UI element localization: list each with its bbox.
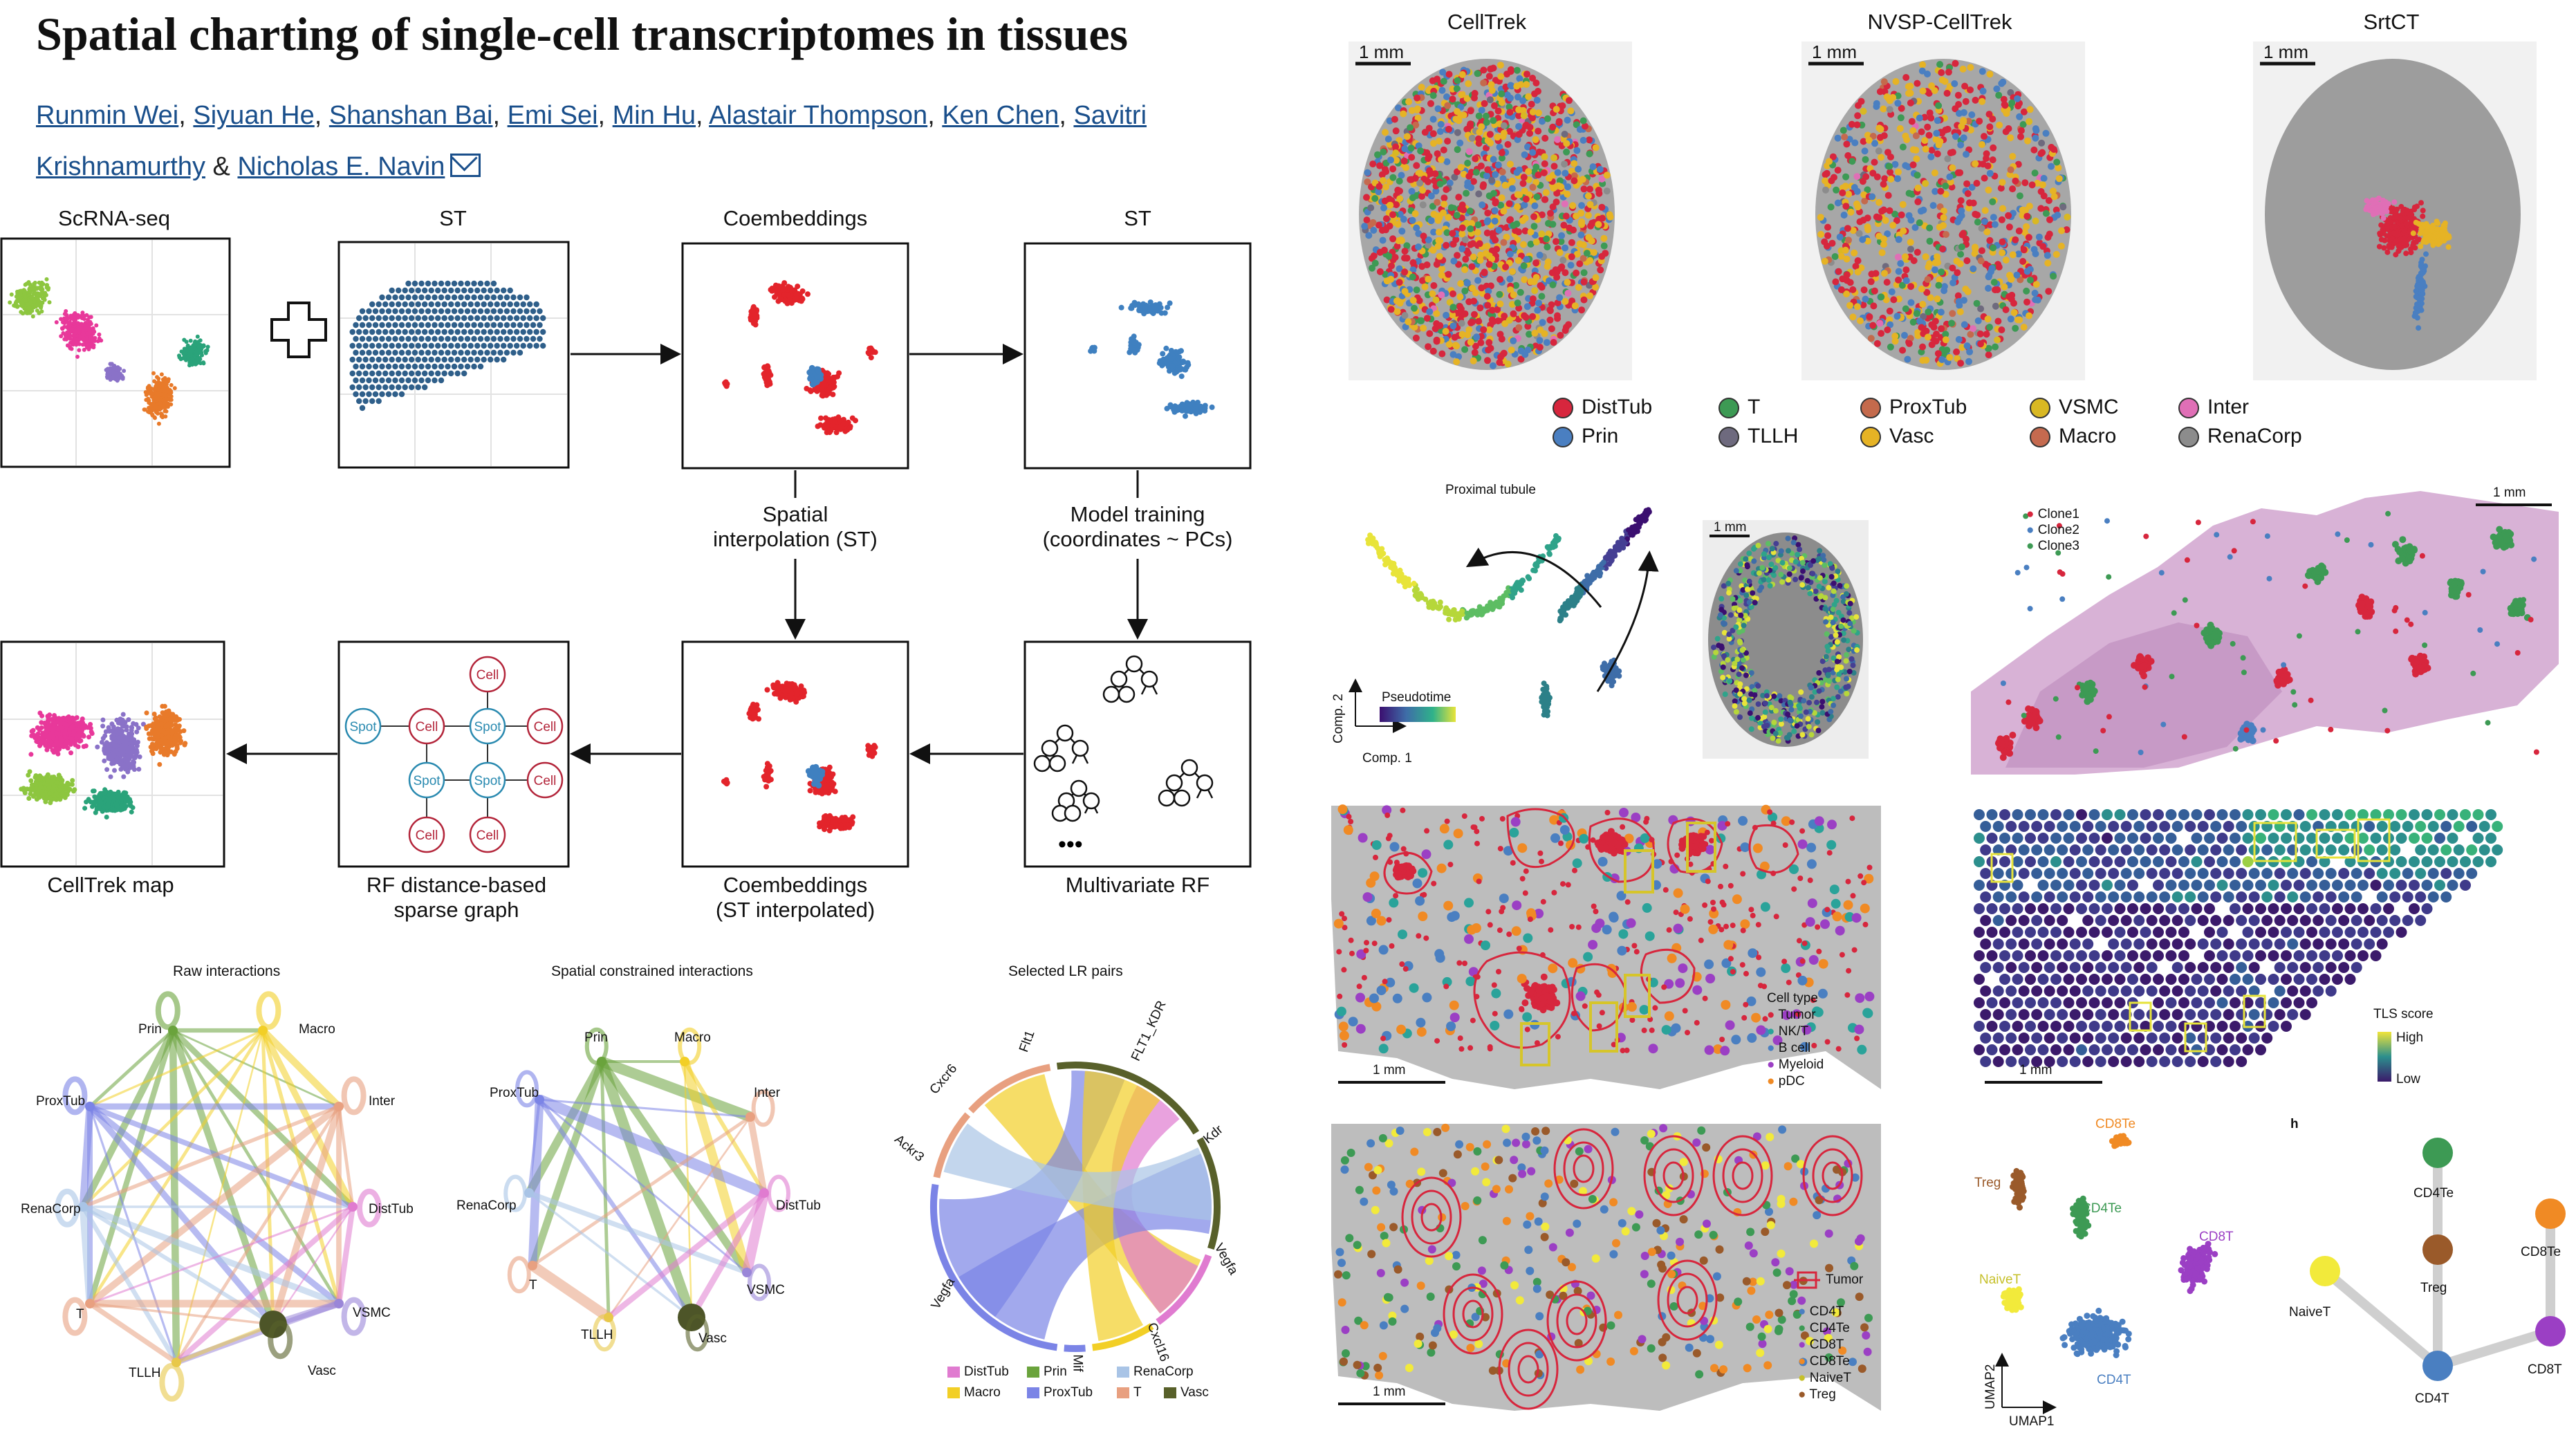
network-node-label: Prin	[138, 1022, 162, 1037]
lr-legend-item: RenaCorp	[1117, 1364, 1194, 1380]
svg-text:Spot: Spot	[349, 720, 377, 734]
node-vsmc	[334, 1299, 344, 1308]
node-proxtub	[85, 1102, 95, 1111]
panel-nvsp: NVSP-CellTrek	[1867, 10, 2012, 34]
network-node-label: ProxTub	[490, 1086, 539, 1100]
method-legend-item: TLLH	[1718, 425, 1798, 448]
author-link[interactable]: Emi Sei	[507, 101, 598, 130]
panel-srtct: SrtCT	[2363, 10, 2420, 34]
network-node-label: ProxTub	[36, 1094, 86, 1109]
network-node-label: Inter	[369, 1094, 396, 1109]
label-st2: ST	[1124, 206, 1151, 230]
network-node-label: RenaCorp	[21, 1202, 81, 1216]
network-node-label: DistTub	[776, 1198, 821, 1213]
author-link[interactable]: Savitri Krishnamurthy	[36, 101, 1147, 181]
network-node-label: TLLH	[129, 1366, 161, 1380]
lr-legend-item: Vasc	[1164, 1385, 1209, 1400]
author-link[interactable]: Alastair Thompson	[709, 101, 928, 130]
lr-label: Mif	[1070, 1354, 1085, 1372]
svg-text:Spot: Spot	[474, 720, 501, 734]
method-legend-item: Macro	[2030, 425, 2116, 448]
network-node-label: T	[76, 1307, 84, 1322]
svg-text:Cell: Cell	[476, 828, 499, 843]
network-node-label: VSMC	[747, 1283, 785, 1297]
label-coembed: Coembeddings	[723, 206, 868, 230]
lr-legend-item: ProxTub	[1027, 1385, 1093, 1400]
author-link[interactable]: Nicholas E. Navin	[237, 152, 445, 181]
label-spatial-interp: Spatial interpolation (ST)	[713, 502, 878, 551]
label-model-training: Model training (coordinates ~ PCs)	[1042, 502, 1233, 551]
author-link[interactable]: Siyuan He	[193, 101, 315, 130]
label-coembed-interp: Coembeddings (ST interpolated)	[715, 873, 875, 922]
mail-icon[interactable]	[450, 154, 481, 177]
node-renacorp	[78, 1202, 88, 1212]
svg-text:Cell: Cell	[476, 668, 499, 683]
tcell-legend: ● CD4T ● CD4Te ● CD8T ● CD8Te ● NaiveT ●…	[1798, 1304, 1851, 1402]
method-legend-item: T	[1718, 396, 1760, 419]
label-celltrek-map: CellTrek map	[47, 873, 174, 897]
method-legend-item: RenaCorp	[2178, 425, 2302, 448]
workflow-diagram: Spot Cell Cell Spot Cell Spot Spot Cell …	[0, 237, 1252, 868]
node-inter	[334, 1102, 344, 1111]
label-st: ST	[439, 206, 467, 230]
network-node-label: Inter	[754, 1086, 781, 1100]
network-node-label: Macro	[674, 1030, 711, 1045]
network-plots	[55, 991, 1221, 1402]
panel-celltrek: CellTrek	[1447, 10, 1527, 34]
right-figure	[1331, 41, 2566, 1414]
svg-text:Spot: Spot	[413, 774, 441, 788]
network-node-label: TLLH	[581, 1328, 613, 1342]
method-legend-item: Prin	[1553, 425, 1618, 448]
network-node-label: T	[529, 1278, 537, 1293]
method-legend-item: ProxTub	[1860, 396, 1967, 419]
network-node-label: Vasc	[308, 1364, 336, 1378]
label-scrna: ScRNA-seq	[58, 206, 170, 230]
lr-legend-item: T	[1117, 1385, 1142, 1400]
svg-text:Cell: Cell	[534, 720, 557, 734]
svg-text:Cell: Cell	[416, 720, 438, 734]
label-rf-graph: RF distance-based sparse graph	[366, 873, 547, 922]
svg-text:Cell: Cell	[534, 774, 557, 788]
network-node-label: Macro	[299, 1022, 335, 1037]
author-link[interactable]: Shanshan Bai	[328, 101, 493, 130]
svg-text:Cell: Cell	[416, 828, 438, 843]
lr-legend-item: Prin	[1027, 1364, 1067, 1380]
lr-legend-item: Macro	[947, 1385, 1001, 1400]
net-title-raw: Raw interactions	[173, 963, 281, 979]
author-link[interactable]: Min Hu	[612, 101, 696, 130]
node-disttub	[348, 1202, 358, 1212]
svg-text:Spot: Spot	[474, 774, 501, 788]
author-link[interactable]: Runmin Wei	[36, 101, 179, 130]
author-link[interactable]: Ken Chen	[942, 101, 1059, 130]
node-disttub	[759, 1188, 769, 1198]
svg-text:•••: •••	[1058, 831, 1083, 858]
celltype-legend: Cell type ● Tumor ● NK/T ● B cell ● Myel…	[1767, 991, 1824, 1089]
method-legend-item: Inter	[2178, 396, 2249, 419]
network-node-label: RenaCorp	[456, 1198, 517, 1213]
paper-title: Spatial charting of single-cell transcri…	[36, 8, 1129, 60]
method-legend-item: VSMC	[2030, 396, 2119, 419]
method-legend-item: DistTub	[1553, 396, 1652, 419]
node-t	[85, 1299, 95, 1308]
net-title-lr: Selected LR pairs	[1008, 963, 1123, 979]
network-node-label: Prin	[584, 1030, 608, 1045]
network-node-label: DistTub	[369, 1202, 414, 1216]
label-multivariate-rf: Multivariate RF	[1065, 873, 1210, 897]
network-node-label: VSMC	[353, 1306, 391, 1320]
lr-legend-item: DistTub	[947, 1364, 1009, 1380]
method-legend-item: Vasc	[1860, 425, 1934, 448]
net-title-spatial: Spatial constrained interactions	[551, 963, 753, 979]
author-list: Runmin Wei, Siyuan He, Shanshan Bai, Emi…	[36, 101, 1147, 181]
clone-legend: ● Clone1 ● Clone2 ● Clone3	[2026, 507, 2079, 553]
network-node-label: Vasc	[698, 1331, 727, 1346]
